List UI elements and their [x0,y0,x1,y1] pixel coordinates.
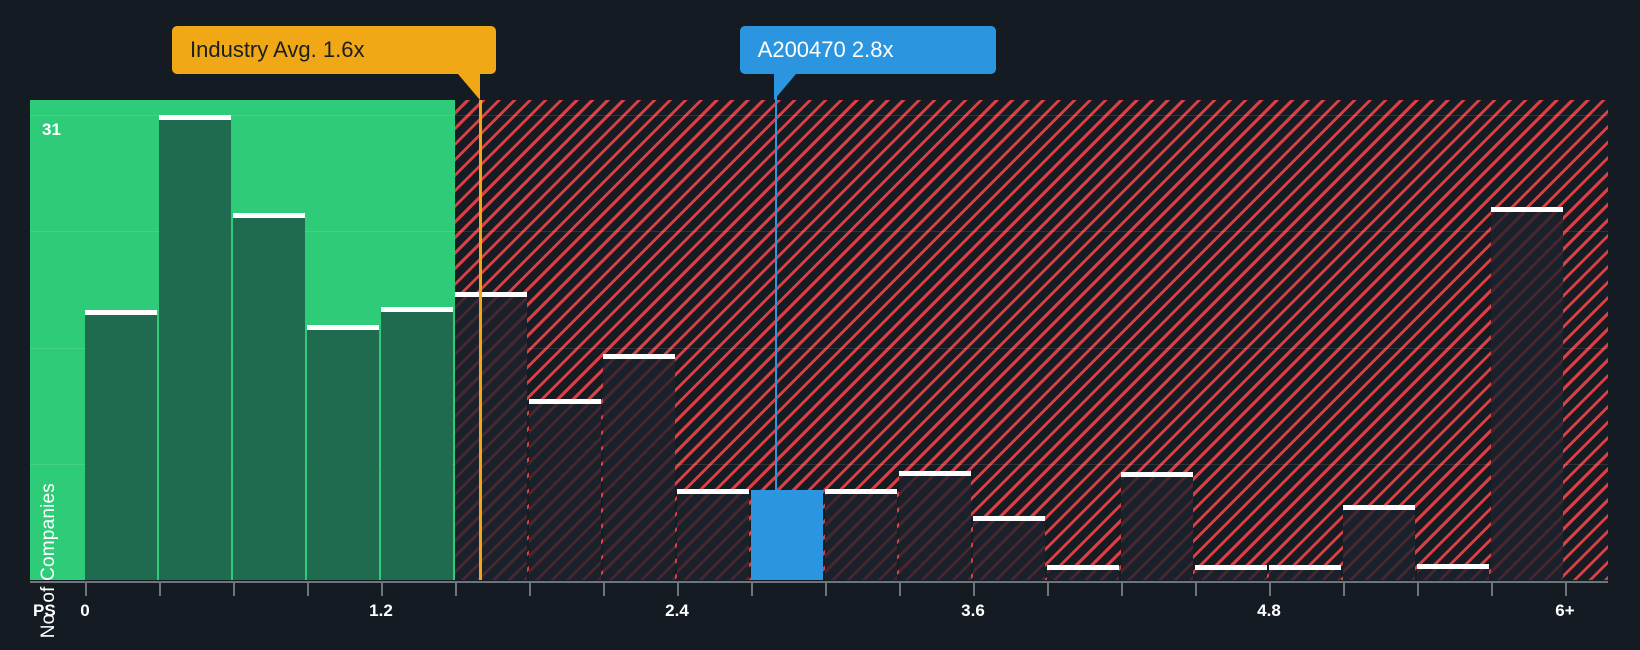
histogram-bar[interactable] [1343,505,1415,580]
bar-cap [307,325,379,330]
x-axis-minor-tick [1269,583,1271,596]
x-axis-minor-tick [825,583,827,596]
histogram-bar[interactable] [899,470,971,580]
x-axis-tick-label: 6+ [1555,601,1575,620]
x-axis-minor-tick [455,583,457,596]
x-axis-minor-tick [973,583,975,596]
x-axis-minor-tick [529,583,531,596]
histogram-bar[interactable] [1491,206,1563,580]
bar-cap [529,398,601,404]
x-axis-minor-tick [1417,583,1419,596]
bar-cap [1195,565,1267,570]
histogram-bar[interactable] [85,310,157,580]
histogram-bar[interactable] [1047,565,1119,580]
x-axis-tick-label: 0 [80,601,90,620]
bar-cap [1121,472,1193,477]
company-callout-tail [773,74,796,100]
bar-cap [1343,505,1415,510]
x-axis-minor-tick [1343,583,1345,596]
histogram-bar[interactable] [1121,472,1193,580]
x-axis-tick [381,583,383,596]
company-value-callout-label: A200470 2.8x [757,37,894,62]
x-axis-minor-tick [899,583,901,596]
bar-cap [381,307,453,312]
x-axis-minor-tick [603,583,605,596]
bar-cap [825,488,897,494]
bar-cap [603,353,675,359]
industry-callout-tail [457,74,480,100]
x-axis-tick-label: 2.4 [665,601,689,620]
histogram-bar[interactable] [677,488,749,580]
histogram-bar[interactable] [1417,563,1489,580]
bar-cap [973,515,1045,521]
x-axis-minor-tick [1565,583,1567,596]
x-axis-tick-label: 4.8 [1257,601,1281,620]
industry-average-callout[interactable]: Industry Avg. 1.6x [172,26,496,74]
x-axis-name: PS [33,601,56,620]
x-axis-minor-tick [159,583,161,596]
industry-average-line [478,100,482,580]
x-axis-tick [85,583,87,596]
bar-cap [677,488,749,494]
histogram-bar[interactable] [603,353,675,580]
bar-cap [1491,206,1563,212]
histogram-bar[interactable] [455,292,527,580]
bar-cap [85,310,157,315]
x-axis-minor-tick [307,583,309,596]
x-axis-minor-tick [1491,583,1493,596]
histogram-bar[interactable] [233,212,305,580]
plot-area [30,100,1608,580]
histogram-bar[interactable] [1269,565,1341,580]
x-axis-minor-tick [1121,583,1123,596]
bar-cap [159,115,231,120]
x-axis-tick [677,583,679,596]
bar-cap [1417,563,1489,569]
bar-cap [233,212,305,218]
company-value-callout[interactable]: A200470 2.8x [739,26,996,74]
x-axis-minor-tick [233,583,235,596]
histogram-bar[interactable] [825,488,897,580]
histogram-bar[interactable] [529,398,601,580]
histogram-bars [30,100,1608,580]
company-value-line [774,80,777,490]
x-axis-minor-tick [1195,583,1197,596]
histogram-bar[interactable] [1195,565,1267,580]
bar-cap [1269,565,1341,570]
x-axis-minor-tick [1047,583,1049,596]
histogram-bar[interactable] [973,515,1045,580]
x-axis-minor-tick [751,583,753,596]
bar-cap [899,470,971,476]
overvalued-zone [455,100,1608,580]
industry-average-callout-label: Industry Avg. 1.6x [190,37,365,62]
histogram-bar[interactable] [381,307,453,580]
bar-cap [1047,565,1119,570]
max-count-label: 31 [42,120,61,139]
histogram-bar[interactable] [307,325,379,580]
x-axis-line [30,581,1608,583]
histogram-bar[interactable] [751,490,823,580]
x-axis-tick-label: 3.6 [961,601,985,620]
bar-cap [455,292,527,297]
x-axis-tick-label: 1.2 [369,601,393,620]
histogram-bar[interactable] [159,115,231,580]
